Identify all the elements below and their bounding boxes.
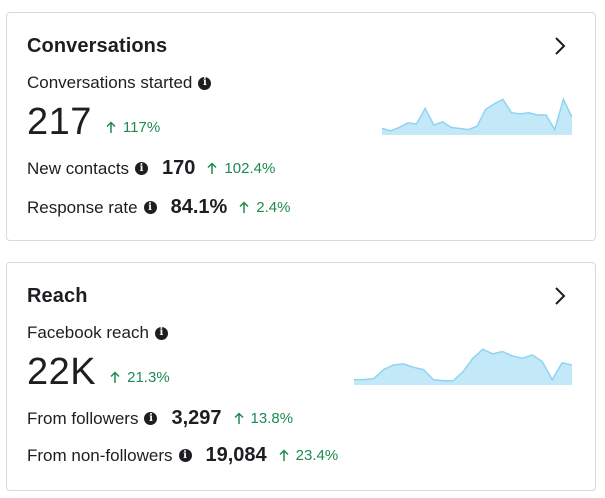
metric-row: 217 117% [27,101,160,144]
reach-card[interactable]: Reach Facebook reach i 22K 21.3% From fo… [6,262,596,491]
metric-label: Conversations started i [27,73,212,93]
info-icon[interactable]: i [198,76,212,90]
arrow-up-icon [110,371,120,383]
arrow-up-icon [239,201,249,213]
sparkline-area [382,99,572,135]
metric-row: 22K 21.3% [27,351,170,394]
arrow-up-icon [106,121,116,133]
row-change: 2.4% [239,199,291,216]
conversations-card[interactable]: Conversations Conversations started i 21… [6,12,596,241]
sparkline-line [354,348,572,382]
card-title: Reach [27,285,88,307]
info-icon[interactable]: i [154,326,168,340]
metric-label: Facebook reach i [27,323,168,343]
new-contacts-row: New contacts i 170 102.4% [27,157,276,179]
row-change: 102.4% [207,160,275,177]
sparkline-area [354,349,572,385]
metric-value: 22K [27,351,97,393]
from-followers-row: From followers i 3,297 13.8% [27,407,294,429]
card-title: Conversations [27,35,168,57]
info-icon[interactable]: i [144,412,158,425]
arrow-up-icon [279,449,289,461]
sparkline-line [382,97,572,132]
chevron-right-icon[interactable] [553,36,567,56]
metric-value: 217 [27,101,92,143]
row-change: 13.8% [234,410,293,427]
info-icon[interactable]: i [135,162,149,175]
arrow-up-icon [207,162,217,174]
sparkline-chart [354,348,572,385]
from-non-followers-row: From non-followers i 19,084 23.4% [27,444,339,466]
chevron-right-icon[interactable] [553,286,567,306]
info-icon[interactable]: i [143,201,157,214]
sparkline-chart [382,97,572,135]
row-change: 23.4% [279,447,338,464]
metric-change: 21.3% [110,369,170,386]
metric-change: 117% [106,119,160,136]
info-icon[interactable]: i [178,449,192,462]
response-rate-row: Response rate i 84.1% 2.4% [27,196,291,218]
arrow-up-icon [234,412,244,424]
